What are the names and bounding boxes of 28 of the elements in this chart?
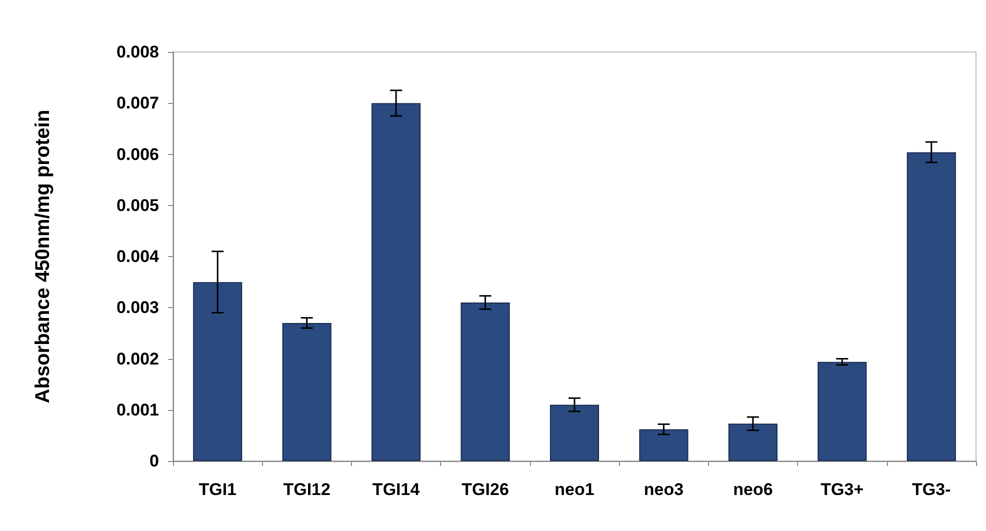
- y-tick-label: 0.008: [116, 42, 159, 62]
- y-tick-label: 0.007: [116, 94, 159, 113]
- y-tick-label: 0.006: [116, 144, 159, 164]
- bar: [639, 429, 688, 461]
- bar: [728, 424, 778, 461]
- x-tick-label: neo6: [733, 480, 773, 499]
- y-tick-label: 0.005: [116, 196, 159, 215]
- bar: [550, 404, 600, 461]
- y-tick-label: 0.001: [116, 400, 159, 420]
- x-tick-label: TGI26: [462, 480, 509, 499]
- y-tick-label: 0: [150, 452, 159, 470]
- x-tick-label: TG3-: [912, 480, 951, 499]
- bar: [818, 362, 867, 461]
- bar: [193, 282, 242, 461]
- x-tick-label: TGI14: [372, 480, 420, 499]
- x-tick-label: TGI1: [198, 480, 237, 499]
- bar: [906, 152, 956, 461]
- x-tick-label: neo1: [554, 480, 594, 499]
- bar: [282, 322, 332, 461]
- bar: [372, 103, 421, 461]
- y-tick-label: 0.004: [116, 247, 160, 266]
- y-tick-label: 0.003: [116, 298, 159, 318]
- x-tick-label: TGI12: [283, 480, 330, 499]
- y-tick-label: 0.002: [116, 349, 159, 368]
- y-axis-title: Absorbance 450nm/mg protein: [32, 110, 54, 404]
- x-tick-label: neo3: [644, 480, 684, 499]
- x-tick-label: TG3+: [820, 480, 864, 499]
- bar: [460, 302, 510, 461]
